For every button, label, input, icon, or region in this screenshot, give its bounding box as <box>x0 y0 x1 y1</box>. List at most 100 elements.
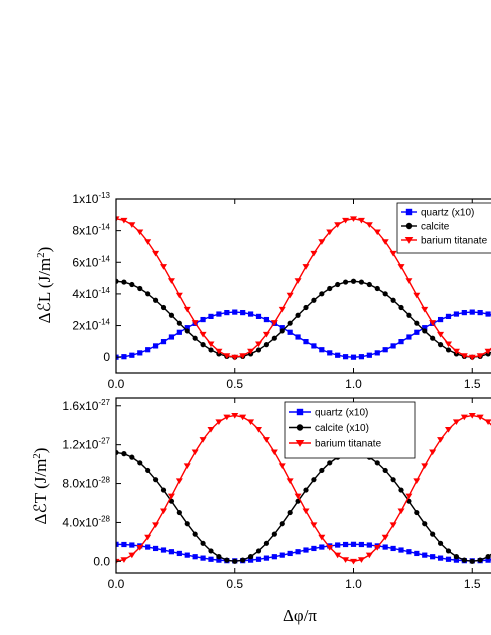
bottom-legend: quartz (x10) calcite (x10) barium titanate <box>284 401 416 459</box>
data-point <box>350 354 357 360</box>
data-point <box>192 531 198 537</box>
data-point <box>342 354 349 360</box>
data-point <box>445 313 452 320</box>
data-point <box>318 534 326 541</box>
data-point <box>129 281 135 288</box>
x-tick-label: 1.0 <box>345 577 362 591</box>
data-point <box>405 278 413 284</box>
top-y-label-tail: ) <box>35 247 54 253</box>
bottom-plot-frame <box>115 397 491 574</box>
legend-entry: quartz (x10) <box>421 208 474 219</box>
data-point <box>216 557 222 563</box>
data-point <box>374 285 380 292</box>
data-point <box>389 522 397 529</box>
data-point <box>406 312 412 318</box>
data-point <box>208 548 214 554</box>
data-point <box>128 552 136 559</box>
legend-swatch-marker <box>296 424 304 431</box>
legend-entry: barium titanate <box>421 236 488 247</box>
data-point <box>192 554 198 560</box>
y-tick-label: 0.0 <box>93 554 110 568</box>
data-point <box>263 342 270 348</box>
data-point <box>358 541 365 548</box>
data-point <box>302 264 310 270</box>
data-point <box>208 313 214 320</box>
y-tick-label: 8x10-14 <box>72 223 110 238</box>
data-point <box>145 347 151 353</box>
data-point <box>168 312 175 318</box>
data-point <box>342 279 349 285</box>
data-point <box>390 297 396 303</box>
data-point <box>398 304 404 311</box>
data-point <box>365 222 373 228</box>
data-point <box>335 281 341 288</box>
data-point <box>453 557 460 563</box>
data-point <box>262 437 270 443</box>
data-point <box>460 353 468 359</box>
legend-swatch-marker <box>296 408 304 416</box>
data-point <box>484 348 491 355</box>
bottom-y-label-sup: 2 <box>31 453 43 459</box>
data-point <box>262 331 270 338</box>
data-point <box>461 557 467 563</box>
data-point <box>287 320 293 326</box>
legend-swatch-marker <box>405 222 413 230</box>
data-point <box>263 316 270 323</box>
data-point <box>390 343 396 349</box>
data-point <box>176 320 182 326</box>
data-point <box>263 555 270 561</box>
data-point <box>357 217 365 224</box>
data-point <box>485 557 491 563</box>
data-point <box>183 306 191 313</box>
data-point <box>247 348 255 355</box>
data-point <box>414 329 420 335</box>
data-point <box>160 547 167 553</box>
data-point <box>120 217 128 224</box>
data-point <box>129 352 135 358</box>
data-point <box>366 281 372 288</box>
data-point <box>200 342 206 348</box>
top-plot-frame <box>115 198 491 374</box>
data-point <box>421 306 429 313</box>
data-point <box>319 544 325 550</box>
data-point <box>452 419 460 425</box>
data-point <box>421 463 429 470</box>
data-point <box>208 347 214 353</box>
data-point <box>342 541 349 548</box>
x-tick-label: 0.5 <box>226 577 243 591</box>
data-point <box>295 549 301 555</box>
data-point <box>116 216 120 222</box>
data-point <box>152 477 159 483</box>
data-point <box>397 264 405 270</box>
data-point <box>476 414 484 421</box>
data-point <box>381 239 389 245</box>
data-point <box>152 250 160 257</box>
data-point <box>175 292 183 299</box>
data-point <box>286 292 294 299</box>
data-point <box>247 554 254 560</box>
data-point <box>477 557 483 563</box>
data-point <box>311 477 317 483</box>
data-point <box>303 304 309 311</box>
legend-swatch-marker <box>404 236 414 244</box>
y-tick-label: 1.2x10-27 <box>62 437 110 452</box>
data-point <box>319 291 325 297</box>
data-point <box>310 250 318 257</box>
data-point <box>422 552 428 558</box>
data-point <box>184 328 190 334</box>
data-point <box>381 534 389 541</box>
data-point <box>255 556 262 562</box>
data-point <box>271 531 277 537</box>
data-point <box>160 339 167 345</box>
data-point <box>414 509 420 516</box>
data-point <box>373 544 381 551</box>
data-point <box>445 556 452 562</box>
data-point <box>319 347 325 353</box>
data-point <box>263 540 270 546</box>
data-point <box>184 552 190 558</box>
data-point <box>271 554 277 560</box>
data-point <box>200 555 206 561</box>
data-point <box>430 335 436 341</box>
data-point <box>390 477 396 483</box>
data-point <box>152 343 159 349</box>
